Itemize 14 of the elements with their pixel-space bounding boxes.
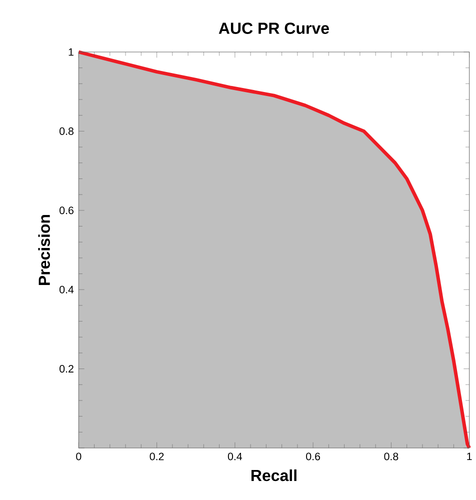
y-tick-label: 1 (68, 48, 74, 56)
y-tick-label: 0.6 (60, 206, 74, 214)
x-tick-label: 0 (76, 452, 82, 460)
y-tick-label: 0.2 (60, 365, 74, 373)
y-tick-label: 0.8 (60, 127, 74, 135)
x-axis-title: Recall (251, 469, 296, 482)
y-tick-label: 0.4 (60, 286, 74, 294)
chart-title: AUC PR Curve (218, 22, 329, 34)
x-tick-label: 0.4 (228, 452, 242, 460)
x-tick-label: 0.8 (384, 452, 398, 460)
x-tick-label: 0.6 (306, 452, 320, 460)
x-tick-label: 0.2 (150, 452, 164, 460)
y-axis-title: Precision (38, 214, 50, 285)
x-tick-label: 1 (467, 452, 472, 460)
